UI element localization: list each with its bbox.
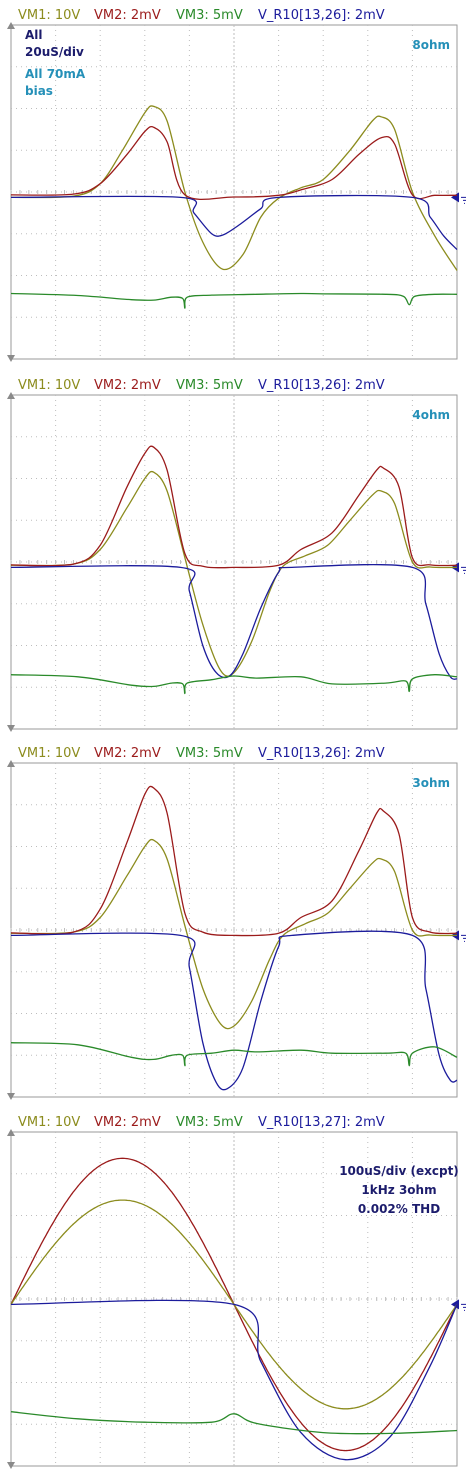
trigger-marker-icon	[451, 1299, 459, 1310]
annotation-text: 0.002% THD	[358, 1202, 440, 1216]
grid	[10, 395, 458, 729]
ground-icon	[461, 196, 466, 204]
trace-v-r10-13-27-	[10, 1299, 458, 1461]
trace-vm3	[10, 1042, 458, 1067]
legend-entry: VM2: 2mV	[94, 1115, 161, 1130]
legend-entry: VM1: 10V	[18, 378, 80, 393]
trace-vm3	[10, 1411, 458, 1435]
trace-v-r10-13-26-	[10, 930, 458, 1091]
legend-entry: VM3: 5mV	[176, 1115, 243, 1130]
legend-entry: V_R10[13,26]: 2mV	[258, 746, 385, 761]
legend-entry: VM2: 2mV	[94, 8, 161, 23]
trace-vm2	[10, 125, 458, 201]
trace-vm1	[10, 838, 458, 1030]
trace-vm3	[10, 292, 458, 309]
annotation-text: 1kHz 3ohm	[361, 1183, 436, 1197]
top-marker-icon	[7, 1129, 15, 1136]
legend: VM1: 10V VM2: 2mV VM3: 5mV V_R10[13,27]: 2m…	[18, 1115, 385, 1130]
legend: VM1: 10V VM2: 2mV VM3: 5mV V_R10[13,26]: 2m…	[18, 378, 385, 393]
legend-entry: VM2: 2mV	[94, 746, 161, 761]
annotation-text: All 70mA	[25, 67, 86, 81]
annotation-text: bias	[25, 84, 53, 98]
top-marker-icon	[7, 760, 15, 767]
top-marker-icon	[7, 22, 15, 29]
legend-entry: VM1: 10V	[18, 746, 80, 761]
legend-entry: V_R10[13,26]: 2mV	[258, 8, 385, 23]
annotation-text: 3ohm	[412, 776, 450, 790]
annotation-text: 8ohm	[412, 38, 450, 52]
legend-entry: V_R10[13,26]: 2mV	[258, 378, 385, 393]
legend-entry: VM1: 10V	[18, 1115, 80, 1130]
annotation-text: All	[25, 28, 43, 42]
ground-icon	[461, 934, 466, 942]
trace-v-r10-13-26-	[10, 194, 458, 251]
legend-entry: V_R10[13,27]: 2mV	[258, 1115, 385, 1130]
trace-vm1	[10, 470, 458, 677]
grid	[10, 1132, 458, 1466]
grid	[10, 25, 458, 359]
legend-entry: VM3: 5mV	[176, 8, 243, 23]
legend: VM1: 10V VM2: 2mV VM3: 5mV V_R10[13,26]: 2m…	[18, 8, 385, 23]
top-marker-icon	[7, 392, 15, 399]
annotation-text: 4ohm	[412, 408, 450, 422]
scope-panel-2: VM1: 10V VM2: 2mV VM3: 5mV V_R10[13,26]: 2m…	[7, 378, 466, 732]
scope-panel-4: VM1: 10V VM2: 2mV VM3: 5mV V_R10[13,27]: 2m…	[7, 1115, 466, 1469]
annotation-text: 100uS/div (excpt)	[339, 1164, 459, 1178]
legend: VM1: 10V VM2: 2mV VM3: 5mV V_R10[13,26]: 2m…	[18, 746, 385, 761]
trace-vm2	[10, 445, 458, 569]
legend-entry: VM3: 5mV	[176, 746, 243, 761]
ground-icon	[461, 566, 466, 574]
scope-panel-1: VM1: 10V VM2: 2mV VM3: 5mV V_R10[13,26]: 2m…	[7, 8, 466, 362]
trace-v-r10-13-26-	[10, 563, 458, 680]
bottom-marker-icon	[7, 1462, 15, 1469]
trace-vm2	[10, 785, 458, 937]
trace-vm1	[10, 105, 458, 271]
bottom-marker-icon	[7, 725, 15, 732]
trace-vm3	[10, 674, 458, 695]
legend-entry: VM3: 5mV	[176, 378, 243, 393]
scope-panel-3: VM1: 10V VM2: 2mV VM3: 5mV V_R10[13,26]: 2m…	[7, 746, 466, 1100]
bottom-marker-icon	[7, 1093, 15, 1100]
ground-icon	[461, 1303, 466, 1311]
legend-entry: VM2: 2mV	[94, 378, 161, 393]
legend-entry: VM1: 10V	[18, 8, 80, 23]
bottom-marker-icon	[7, 355, 15, 362]
annotation-text: 20uS/div	[25, 45, 84, 59]
